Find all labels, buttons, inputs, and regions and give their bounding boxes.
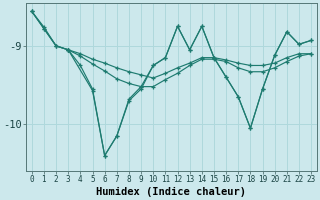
X-axis label: Humidex (Indice chaleur): Humidex (Indice chaleur) <box>96 187 246 197</box>
